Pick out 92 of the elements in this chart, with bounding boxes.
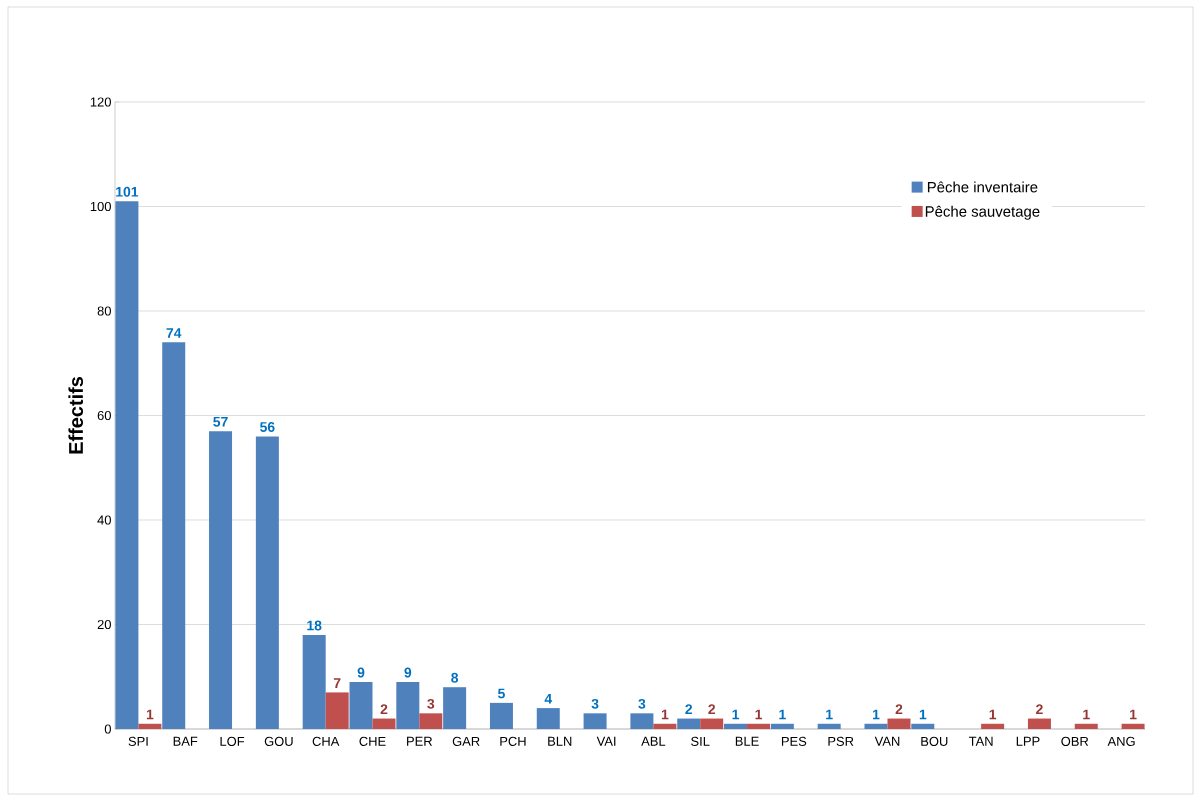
legend-label: Pêche inventaire: [927, 181, 1038, 193]
bar: [911, 723, 935, 729]
bar: [770, 723, 794, 729]
x-tick-label: CHE: [359, 736, 386, 746]
bar: [138, 723, 162, 729]
bar: [536, 708, 560, 729]
y-tick-label: 40: [97, 515, 111, 525]
bar: [209, 431, 233, 729]
y-tick-label: 0: [104, 724, 111, 734]
x-tick-label: BAF: [173, 736, 198, 746]
bar: [443, 687, 467, 729]
data-label: 74: [166, 328, 182, 338]
data-label: 1: [779, 709, 786, 720]
bar: [583, 713, 607, 729]
legend-label: Pêche sauvetage: [925, 205, 1040, 220]
bar: [817, 723, 841, 729]
data-label: 4: [544, 693, 553, 704]
data-label: 1: [146, 709, 154, 720]
bar: [349, 681, 373, 729]
bar: [653, 723, 677, 729]
data-label: 1: [661, 709, 669, 720]
data-label: 1: [1130, 709, 1137, 720]
data-label: 1: [989, 709, 997, 720]
bar: [372, 718, 396, 729]
data-label: 2: [895, 704, 903, 715]
x-tick-label: BOU: [921, 736, 948, 746]
bar: [162, 342, 186, 729]
data-label: 5: [497, 688, 505, 699]
y-axis-title: Effectifs: [68, 377, 84, 454]
x-tick-label: SPI: [128, 736, 148, 746]
y-tick-label: 120: [90, 97, 111, 107]
x-tick-label: BLN: [548, 736, 572, 746]
x-tick-label: TAN: [968, 736, 993, 746]
data-label: 3: [638, 698, 646, 709]
bar: [325, 692, 349, 729]
data-label: 3: [427, 698, 435, 709]
bar: [489, 702, 513, 729]
data-label: 3: [591, 698, 599, 709]
bar: [981, 723, 1005, 729]
bar: [1027, 718, 1051, 729]
y-tick-label: 60: [97, 410, 111, 421]
y-tick-label: 100: [90, 201, 111, 212]
x-tick-label: CHA: [312, 736, 340, 746]
data-label: 1: [732, 709, 740, 720]
bar: [700, 718, 724, 729]
data-label: 1: [826, 709, 833, 720]
bar: [302, 634, 326, 729]
x-tick-label: OBR: [1061, 736, 1089, 746]
data-label: 9: [404, 667, 412, 678]
y-tick-label: 20: [97, 619, 111, 630]
x-tick-label: LOF: [220, 736, 245, 746]
bar: [1074, 723, 1098, 729]
x-tick-label: PER: [407, 736, 433, 746]
bar: [255, 436, 279, 729]
x-tick-label: PCH: [500, 736, 526, 746]
x-tick-label: VAN: [874, 736, 900, 746]
x-tick-label: ABL: [641, 736, 666, 746]
x-tick-label: SIL: [691, 736, 710, 746]
data-label: 9: [357, 667, 365, 678]
x-tick-label: VAI: [596, 736, 616, 746]
bar: [115, 201, 139, 729]
data-label: 2: [708, 704, 716, 715]
data-label: 56: [260, 421, 275, 432]
x-tick-label: ANG: [1107, 736, 1135, 746]
x-tick-label: PSR: [828, 736, 854, 746]
data-label: 101: [116, 186, 139, 197]
data-label: 2: [380, 704, 388, 715]
bar: [724, 723, 748, 729]
data-label: 57: [213, 416, 228, 427]
y-tick-label: 80: [97, 306, 111, 316]
data-label: 2: [1036, 704, 1043, 715]
x-tick-label: PES: [781, 736, 807, 746]
bar: [677, 718, 701, 729]
x-tick-label: GOU: [264, 736, 293, 746]
x-tick-label: LPP: [1016, 736, 1040, 746]
bar: [396, 681, 420, 729]
x-tick-label: GAR: [452, 736, 480, 746]
bar: [864, 723, 888, 729]
data-label: 1: [755, 709, 763, 720]
x-tick-label: BLE: [735, 736, 759, 746]
bar: [1121, 723, 1145, 729]
bar: [419, 713, 443, 729]
data-label: 7: [333, 678, 341, 688]
data-label: 1: [872, 709, 880, 720]
data-label: 18: [307, 620, 322, 631]
data-label: 1: [919, 709, 927, 720]
data-label: 8: [451, 672, 459, 683]
bar: [630, 713, 654, 729]
bar: [887, 718, 911, 729]
data-label: 1: [1083, 709, 1090, 720]
bar: [747, 723, 771, 729]
data-label: 2: [685, 704, 693, 715]
